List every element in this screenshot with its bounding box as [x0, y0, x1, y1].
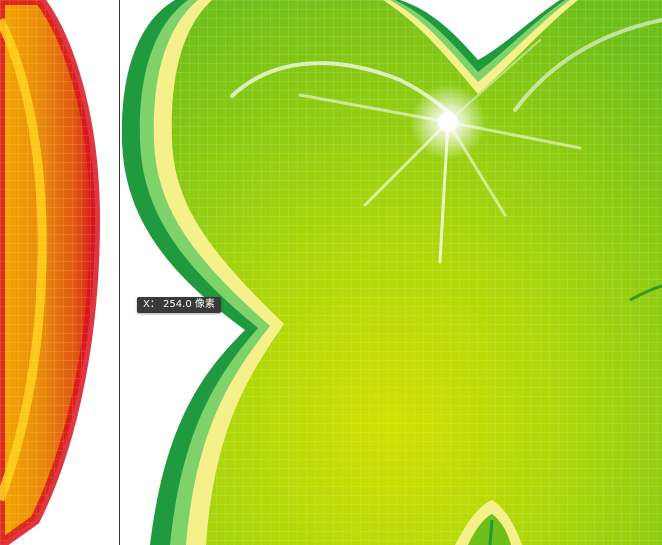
green-clover — [121, 0, 662, 545]
orange-petal — [0, 0, 101, 545]
tooltip-value: 254.0 — [163, 299, 192, 310]
tooltip-unit: 像素 — [194, 299, 215, 310]
tooltip-axis-label: X： — [143, 299, 160, 310]
measure-tooltip: X： 254.0 像素 — [137, 297, 221, 313]
sparkle-highlight — [298, 39, 582, 264]
